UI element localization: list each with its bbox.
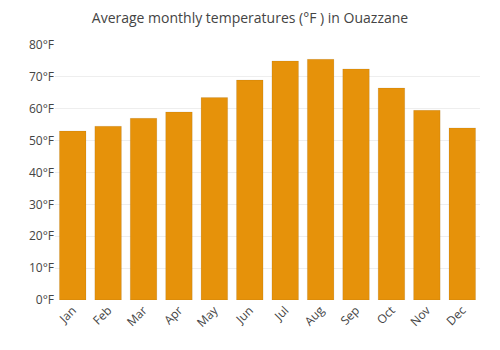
svg-text:Oct: Oct: [373, 302, 399, 328]
svg-text:Sep: Sep: [336, 302, 363, 329]
svg-text:May: May: [193, 301, 222, 330]
svg-text:80°F: 80°F: [29, 36, 54, 53]
svg-text:10°F: 10°F: [29, 259, 54, 276]
svg-text:Feb: Feb: [89, 302, 115, 328]
svg-text:Mar: Mar: [123, 302, 151, 330]
svg-text:20°F: 20°F: [29, 227, 54, 244]
svg-text:70°F: 70°F: [29, 68, 54, 85]
svg-text:Apr: Apr: [160, 302, 186, 328]
svg-text:Aug: Aug: [300, 302, 328, 330]
svg-text:Jun: Jun: [231, 302, 256, 327]
svg-text:Average monthly temperatures (: Average monthly temperatures (°F ) in Ou…: [92, 8, 408, 27]
svg-text:50°F: 50°F: [29, 132, 54, 149]
svg-text:60°F: 60°F: [29, 100, 54, 117]
svg-text:30°F: 30°F: [29, 196, 54, 213]
svg-text:Dec: Dec: [442, 302, 469, 329]
svg-text:Nov: Nov: [406, 302, 434, 330]
svg-text:Jan: Jan: [55, 302, 80, 327]
svg-text:Jul: Jul: [270, 302, 292, 324]
svg-text:0°F: 0°F: [36, 291, 54, 308]
svg-text:40°F: 40°F: [29, 164, 54, 181]
